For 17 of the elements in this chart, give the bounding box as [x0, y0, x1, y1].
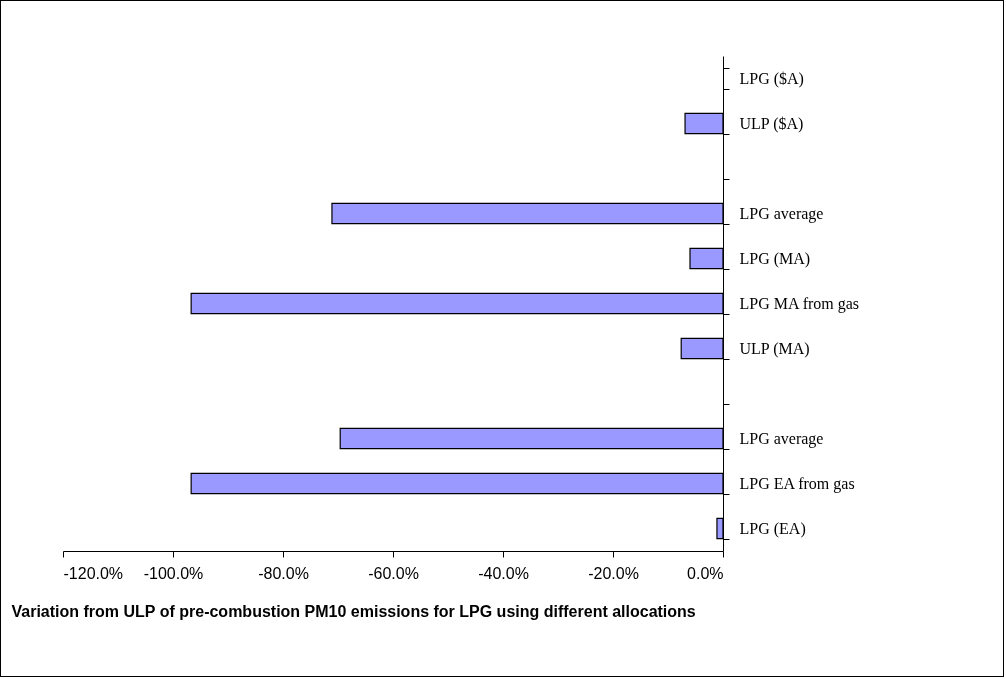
y-tick-label: LPG average [739, 430, 824, 448]
x-tick-label: 0.0% [687, 564, 724, 582]
y-tick-label: LPG ($A) [739, 70, 804, 88]
x-axis-title: Variation from ULP of pre-combustion PM10 emissions for LPG using different allocations [11, 602, 696, 620]
x-tick-label: -80.0% [258, 564, 309, 582]
x-tick-label: -120.0% [63, 564, 124, 582]
y-tick-label: LPG MA from gas [739, 295, 860, 313]
x-tick-label: -100.0% [143, 564, 204, 582]
x-tick-label: -60.0% [368, 564, 419, 582]
y-tick-label: LPG (EA) [739, 520, 806, 538]
y-tick-label: LPG EA from gas [739, 475, 855, 493]
y-tick-label: LPG average [739, 205, 824, 223]
y-tick-label: ULP (MA) [739, 340, 810, 358]
x-tick-label: -20.0% [588, 564, 639, 582]
y-tick-label: ULP ($A) [739, 115, 804, 133]
x-tick-label: -40.0% [478, 564, 529, 582]
y-tick-label: LPG (MA) [739, 250, 811, 268]
